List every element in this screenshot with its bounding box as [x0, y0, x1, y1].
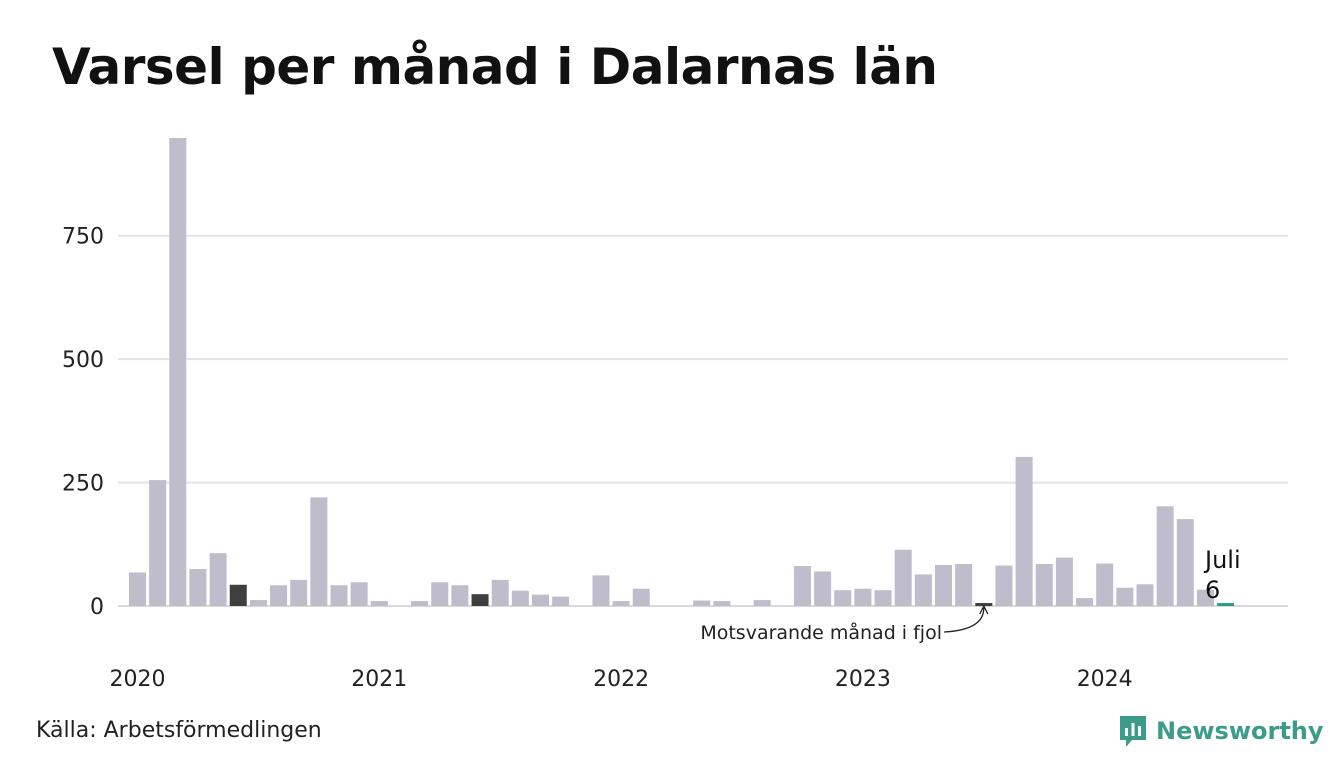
- bar: [189, 568, 207, 606]
- bar: [1196, 589, 1214, 606]
- bar: [1217, 603, 1235, 606]
- bar: [894, 549, 912, 606]
- bar: [552, 596, 570, 606]
- bar: [330, 585, 348, 606]
- bar: [1116, 587, 1134, 606]
- bar: [693, 600, 711, 606]
- bar: [975, 603, 993, 606]
- brand-name: Newsworthy: [1156, 717, 1324, 745]
- bar: [350, 582, 368, 606]
- bar: [612, 601, 630, 606]
- bar: [411, 601, 429, 606]
- previous-year-label: Motsvarande månad i fjol: [700, 621, 942, 644]
- x-tick-label: 2021: [351, 667, 407, 692]
- y-tick-label: 750: [62, 225, 104, 250]
- bar: [1096, 563, 1114, 606]
- bar: [1055, 557, 1073, 606]
- bar: [814, 571, 832, 606]
- bars: [129, 137, 1235, 606]
- bar: [491, 579, 509, 606]
- y-tick-label: 250: [62, 472, 104, 497]
- y-axis-labels: 0 250 500 750: [62, 225, 104, 620]
- bar: [1015, 456, 1033, 606]
- bar: [834, 590, 852, 606]
- bar: [793, 566, 811, 606]
- bar: [451, 585, 469, 606]
- chart-title: Varsel per månad i Dalarnas län: [52, 38, 938, 96]
- x-axis-labels: 2020 2021 2022 2023 2024: [110, 667, 1133, 692]
- x-tick-label: 2024: [1077, 667, 1133, 692]
- bar: [249, 600, 267, 606]
- bar: [310, 497, 328, 606]
- latest-value-label: 6: [1205, 576, 1220, 604]
- bar: [370, 601, 388, 606]
- bar: [935, 565, 952, 606]
- x-tick-label: 2022: [593, 667, 649, 692]
- bar: [169, 137, 187, 606]
- x-tick-label: 2023: [835, 667, 891, 692]
- previous-year-arrowhead: [979, 604, 989, 615]
- bar: [290, 579, 308, 606]
- latest-month-label: Juli: [1203, 546, 1241, 574]
- bar: [874, 590, 892, 606]
- bar: [1076, 598, 1094, 606]
- bar: [431, 582, 449, 606]
- bar: [229, 584, 247, 606]
- bar: [270, 585, 288, 606]
- bar: [532, 594, 549, 606]
- bar: [1136, 584, 1154, 606]
- y-tick-label: 500: [62, 348, 104, 373]
- bar: [995, 565, 1013, 606]
- bar: [209, 553, 227, 606]
- bar: [149, 480, 167, 606]
- grid-lines: [118, 234, 1288, 607]
- bar: [854, 588, 872, 606]
- newsworthy-logo-icon: [1120, 716, 1146, 747]
- bar: [753, 600, 771, 606]
- bar: [632, 588, 650, 606]
- bar: [955, 564, 973, 606]
- bar: [471, 594, 489, 606]
- source-note: Källa: Arbetsförmedlingen: [36, 718, 322, 743]
- bar: [1156, 506, 1174, 606]
- brand: Newsworthy: [1118, 714, 1324, 748]
- bar: [713, 601, 731, 606]
- bar: [592, 575, 610, 606]
- previous-year-arrow: [943, 607, 985, 633]
- bar: [511, 590, 529, 606]
- bar: [129, 572, 146, 606]
- y-tick-label: 0: [90, 595, 104, 620]
- x-tick-label: 2020: [110, 667, 166, 692]
- bar: [914, 574, 932, 606]
- bar: [1035, 564, 1053, 606]
- bar: [1176, 519, 1194, 606]
